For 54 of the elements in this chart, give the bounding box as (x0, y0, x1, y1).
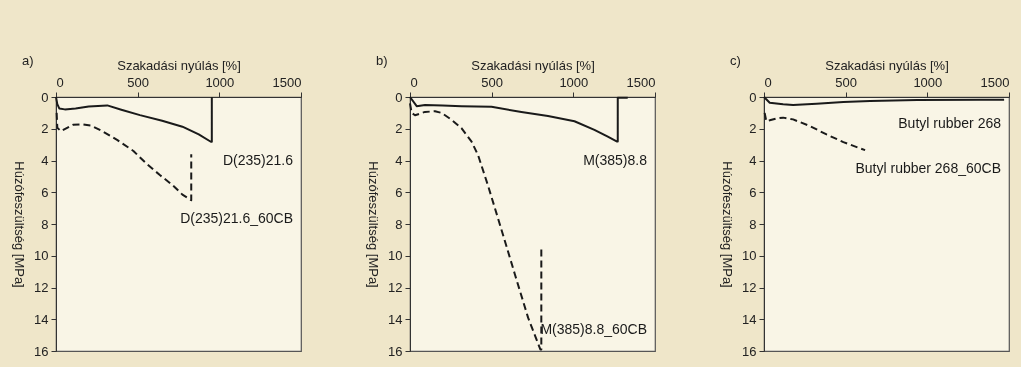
x-tick-label: 1500 (626, 74, 656, 90)
y-tick-label: 0 (749, 89, 757, 105)
y-tick-label: 14 (34, 311, 49, 327)
y-tick-label: 14 (742, 311, 757, 327)
y-tick-label: 12 (388, 280, 403, 295)
y-tick-label: 0 (41, 89, 49, 105)
y-tick-label: 8 (395, 216, 403, 232)
x-tick-label: 0 (764, 74, 772, 90)
y-tick-label: 6 (749, 184, 757, 200)
y-tick-label: 2 (41, 121, 49, 137)
chart-title: b) (376, 53, 388, 68)
y-tick-label: 10 (388, 248, 403, 264)
series-label: Butyl rubber 268 (898, 114, 1002, 131)
y-axis-title: Húzófeszültség [MPa] (365, 161, 381, 288)
chart-title: a) (22, 53, 34, 68)
y-tick-label: 16 (34, 343, 49, 359)
y-tick-label: 2 (749, 121, 757, 137)
y-tick-label: 8 (749, 216, 757, 232)
series-label: M(385)8.8 (583, 151, 648, 168)
x-tick-label: 1000 (205, 74, 235, 90)
y-tick-label: 12 (742, 280, 757, 295)
y-axis-title: Húzófeszültség [MPa] (719, 161, 735, 288)
y-tick-label: 0 (395, 89, 403, 105)
x-tick-label: 1000 (913, 74, 943, 90)
y-tick-label: 4 (41, 153, 49, 168)
series-label: D(235)21.6_60CB (180, 210, 293, 227)
x-tick-label: 0 (56, 74, 64, 90)
y-tick-label: 2 (395, 121, 403, 137)
y-tick-label: 12 (34, 280, 49, 295)
y-tick-label: 6 (41, 184, 49, 200)
x-tick-label: 1500 (980, 74, 1010, 90)
x-tick-label: 0 (410, 74, 418, 90)
x-tick-label: 500 (481, 74, 504, 90)
y-tick-label: 10 (34, 248, 49, 264)
x-tick-label: 1000 (559, 74, 589, 90)
series-label: M(385)8.8_60CB (540, 321, 647, 338)
y-tick-label: 8 (41, 216, 49, 232)
y-tick-label: 4 (395, 153, 403, 168)
y-axis-title: Húzófeszültség [MPa] (11, 161, 27, 288)
x-tick-label: 500 (127, 74, 150, 90)
x-tick-label: 500 (835, 74, 858, 90)
y-tick-label: 4 (749, 153, 757, 168)
y-tick-label: 16 (388, 343, 403, 359)
x-axis-title: Szakadási nyúlás [%] (471, 57, 595, 73)
series-label: D(235)21.6 (222, 151, 294, 168)
chart-title: c) (730, 53, 741, 68)
x-axis-title: Szakadási nyúlás [%] (117, 57, 241, 73)
y-tick-label: 6 (395, 184, 403, 200)
x-axis-title: Szakadási nyúlás [%] (825, 57, 949, 73)
series-label: Butyl rubber 268_60CB (855, 160, 1001, 177)
y-tick-label: 10 (742, 248, 757, 264)
x-tick-label: 1500 (272, 74, 302, 90)
y-tick-label: 16 (742, 343, 757, 359)
y-tick-label: 14 (388, 311, 403, 327)
